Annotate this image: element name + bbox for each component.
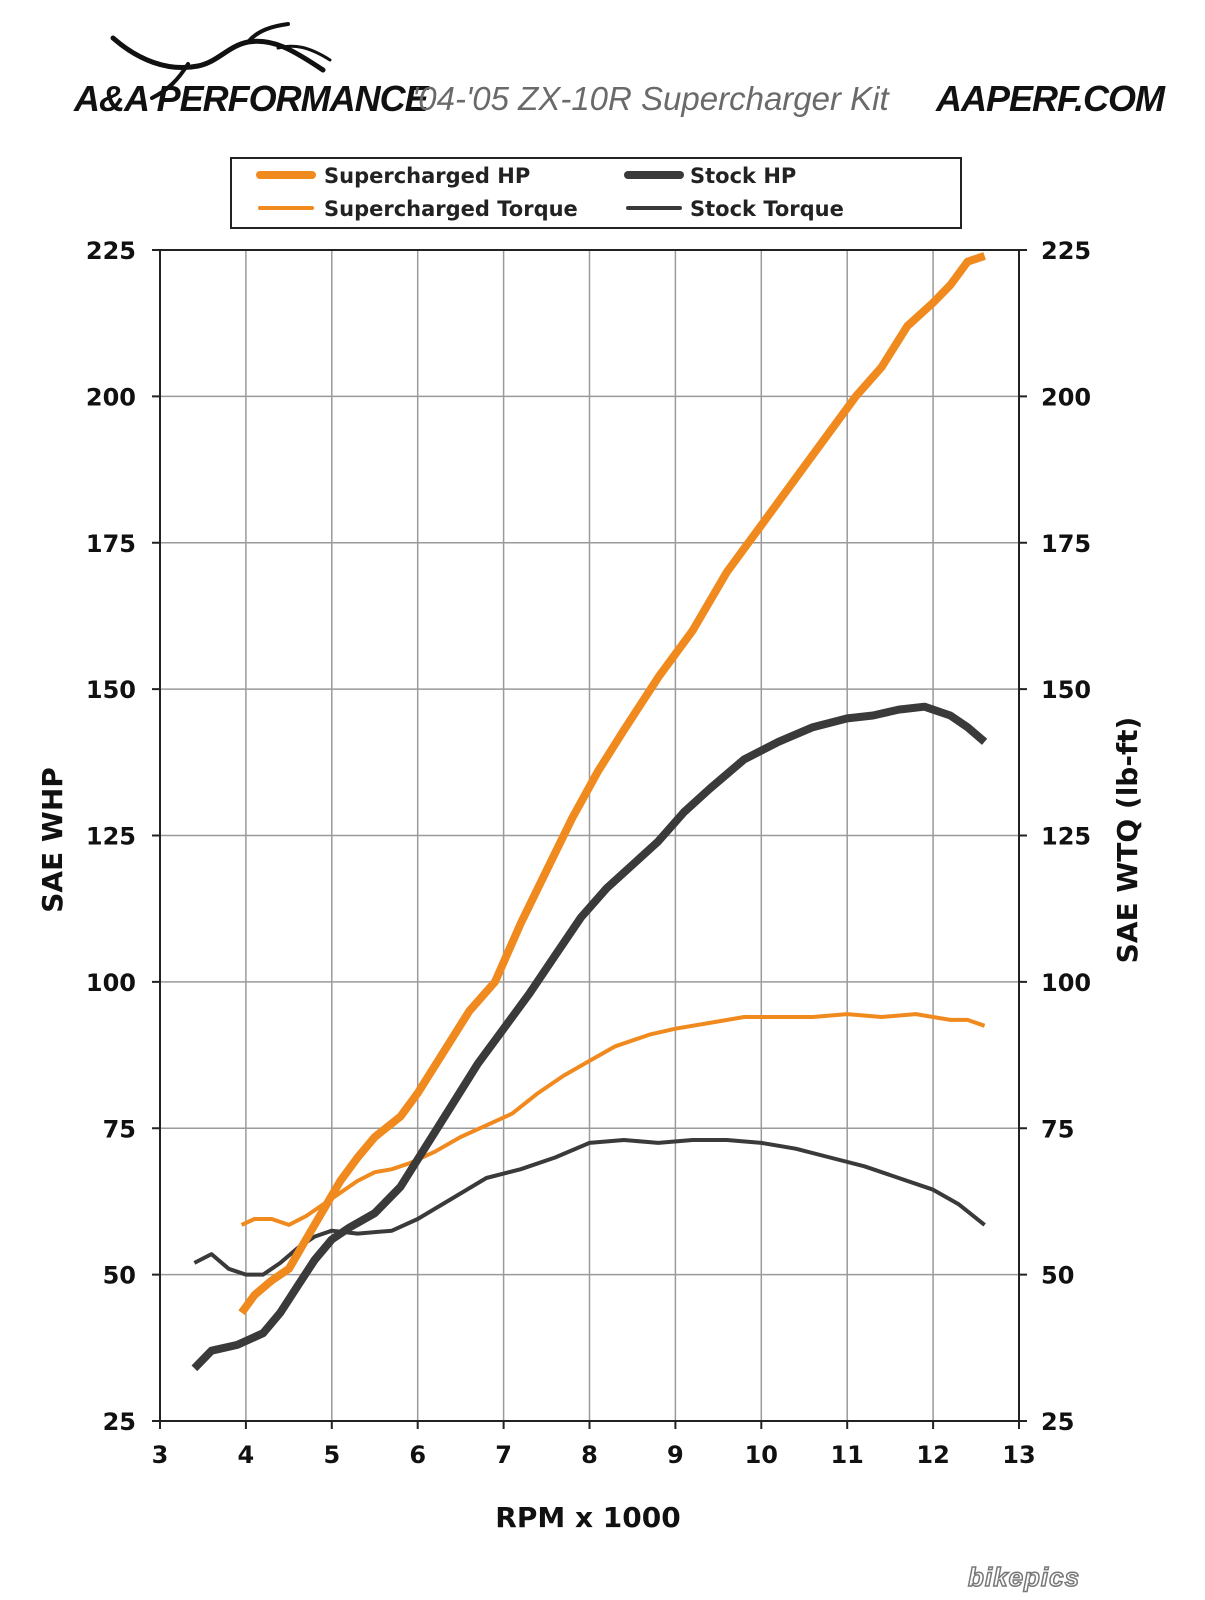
- x-tick-label: 6: [409, 1441, 426, 1469]
- y2-tick-label: 125: [1041, 823, 1091, 851]
- header: A&A PERFORMANCE '04-'05 ZX-10R Superchar…: [0, 0, 1205, 150]
- legend-label-stock-torque: Stock Torque: [690, 197, 844, 221]
- x-tick-label: 13: [1002, 1441, 1035, 1469]
- series-line-stock-hp: [191, 702, 988, 1372]
- x-tick-label: 5: [323, 1441, 340, 1469]
- grid-lines: [152, 249, 1027, 1429]
- y-tick-label: 50: [103, 1262, 136, 1290]
- y2-tick-label: 50: [1041, 1262, 1074, 1290]
- series-layer: [191, 252, 988, 1372]
- y-axis-label: SAE WHP: [36, 767, 69, 913]
- series-line-supercharged-hp: [238, 252, 986, 1316]
- bull-horns-icon: [110, 22, 332, 100]
- y2-tick-label: 200: [1041, 383, 1091, 411]
- y-tick-label: 200: [86, 383, 136, 411]
- y2-axis-label: SAE WTQ (lb-ft): [1111, 717, 1144, 964]
- legend-label-supercharged-torque: Supercharged Torque: [324, 197, 578, 221]
- x-tick-label: 4: [238, 1441, 255, 1469]
- y-tick-label: 100: [86, 969, 136, 997]
- brand-name: A&A PERFORMANCE: [74, 78, 429, 119]
- y2-tick-label: 150: [1041, 676, 1091, 704]
- x-tick-label: 8: [581, 1441, 598, 1469]
- y-tick-label: 225: [86, 237, 136, 265]
- legend-label-supercharged-hp: Supercharged HP: [324, 164, 530, 188]
- kit-title: '04-'05 ZX-10R Supercharger Kit: [412, 80, 889, 117]
- series-line-stock-torque: [193, 1138, 986, 1277]
- y-tick-label: 75: [103, 1115, 136, 1143]
- x-tick-label: 11: [830, 1441, 863, 1469]
- watermark: bikepics: [967, 1561, 1081, 1593]
- y-tick-label: 150: [86, 676, 136, 704]
- y2-tick-label: 25: [1041, 1408, 1074, 1436]
- plot-frame: [159, 249, 1020, 1422]
- tick-labels: 3 4 5 6 7 8 9 10 11 12 132550751001251501752002252…: [86, 237, 1091, 1469]
- site-url: AAPERF.COM: [936, 78, 1165, 119]
- y2-tick-label: 225: [1041, 237, 1091, 265]
- y2-tick-label: 175: [1041, 530, 1091, 558]
- x-axis-label: RPM x 1000: [495, 1501, 680, 1534]
- y-tick-label: 125: [86, 823, 136, 851]
- x-tick-label: 10: [745, 1441, 778, 1469]
- y2-tick-label: 75: [1041, 1115, 1074, 1143]
- legend-label-stock-hp: Stock HP: [690, 164, 796, 188]
- x-tick-label: 12: [916, 1441, 949, 1469]
- legend-box: [230, 157, 962, 229]
- legend: Supercharged HP Supercharged Torque Stoc…: [230, 157, 962, 229]
- x-tick-label: 7: [495, 1441, 512, 1469]
- y-tick-label: 25: [103, 1408, 136, 1436]
- y2-tick-label: 100: [1041, 969, 1091, 997]
- y-tick-label: 175: [86, 530, 136, 558]
- x-tick-label: 3: [152, 1441, 169, 1469]
- series-line-supercharged-torque: [240, 1012, 986, 1227]
- x-tick-label: 9: [667, 1441, 684, 1469]
